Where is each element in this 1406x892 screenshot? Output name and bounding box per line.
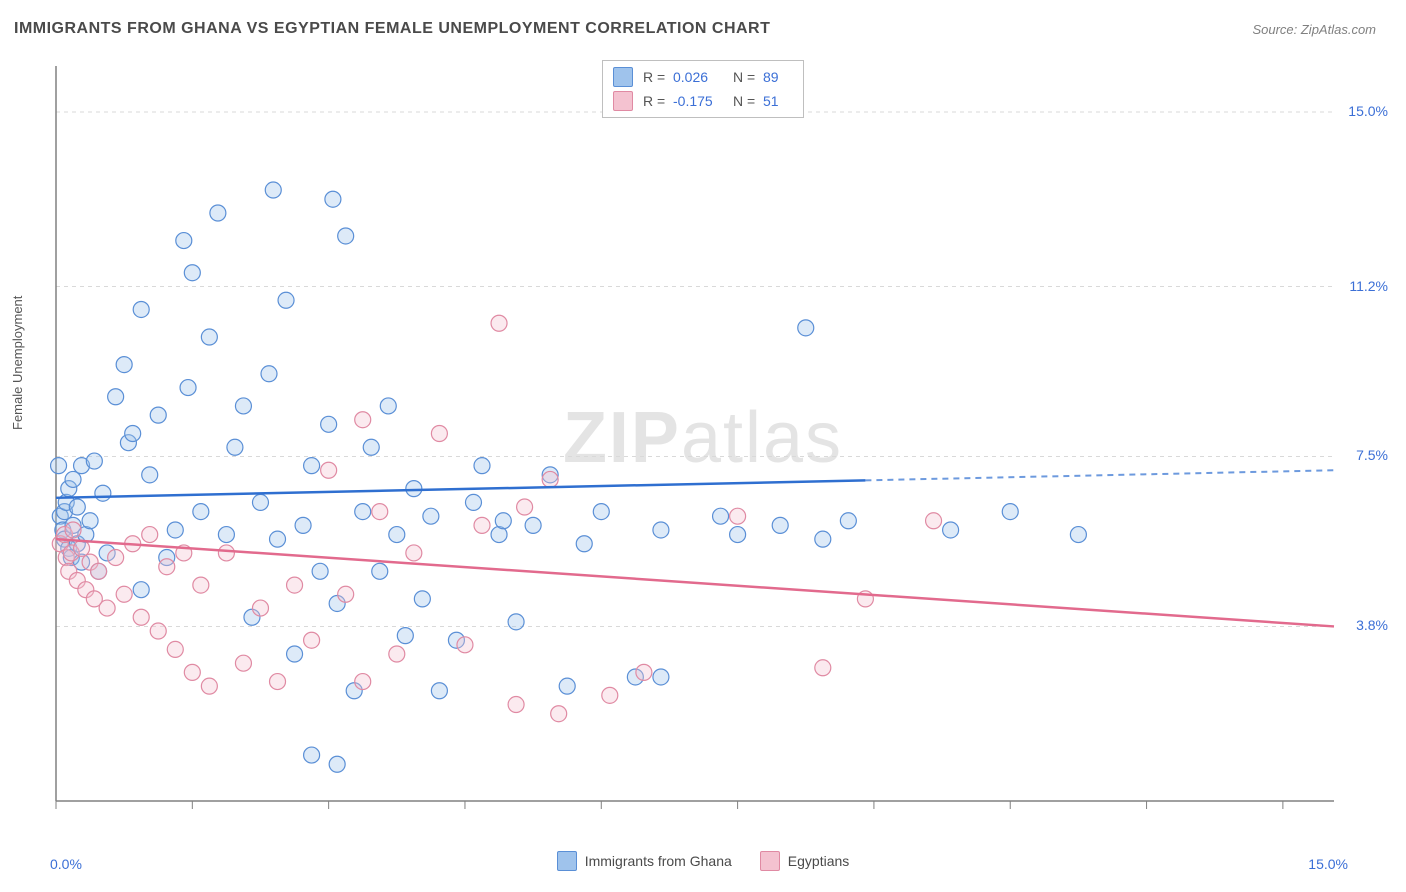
series-label: Immigrants from Ghana: [585, 853, 732, 869]
scatter-chart: [50, 60, 1340, 825]
series-label: Egyptians: [788, 853, 849, 869]
y-grid-label: 15.0%: [1348, 103, 1388, 119]
y-grid-label: 3.8%: [1356, 617, 1388, 633]
chart-title: IMMIGRANTS FROM GHANA VS EGYPTIAN FEMALE…: [14, 20, 770, 38]
series-legend: Immigrants from Ghana Egyptians: [0, 851, 1406, 874]
legend-swatch: [613, 67, 633, 87]
legend-swatch: [557, 851, 577, 871]
legend-n-label: N =: [733, 69, 763, 85]
series-legend-item: Immigrants from Ghana: [557, 851, 732, 871]
legend-r-label: R =: [643, 93, 673, 109]
legend-r-label: R =: [643, 69, 673, 85]
legend-r-value: -0.175: [673, 93, 733, 109]
legend-swatch: [760, 851, 780, 871]
source-attribution: Source: ZipAtlas.com: [1252, 22, 1376, 37]
series-legend-item: Egyptians: [760, 851, 849, 871]
y-grid-label: 11.2%: [1349, 278, 1388, 294]
legend-n-value: 89: [763, 69, 793, 85]
y-grid-label: 7.5%: [1356, 447, 1388, 463]
legend-r-value: 0.026: [673, 69, 733, 85]
legend-row: R =0.026N =89: [613, 65, 793, 89]
y-axis-label: Female Unemployment: [10, 296, 25, 430]
legend-n-label: N =: [733, 93, 763, 109]
legend-swatch: [613, 91, 633, 111]
legend-row: R =-0.175N =51: [613, 89, 793, 113]
legend-n-value: 51: [763, 93, 793, 109]
correlation-legend: R =0.026N =89R =-0.175N =51: [602, 60, 804, 118]
